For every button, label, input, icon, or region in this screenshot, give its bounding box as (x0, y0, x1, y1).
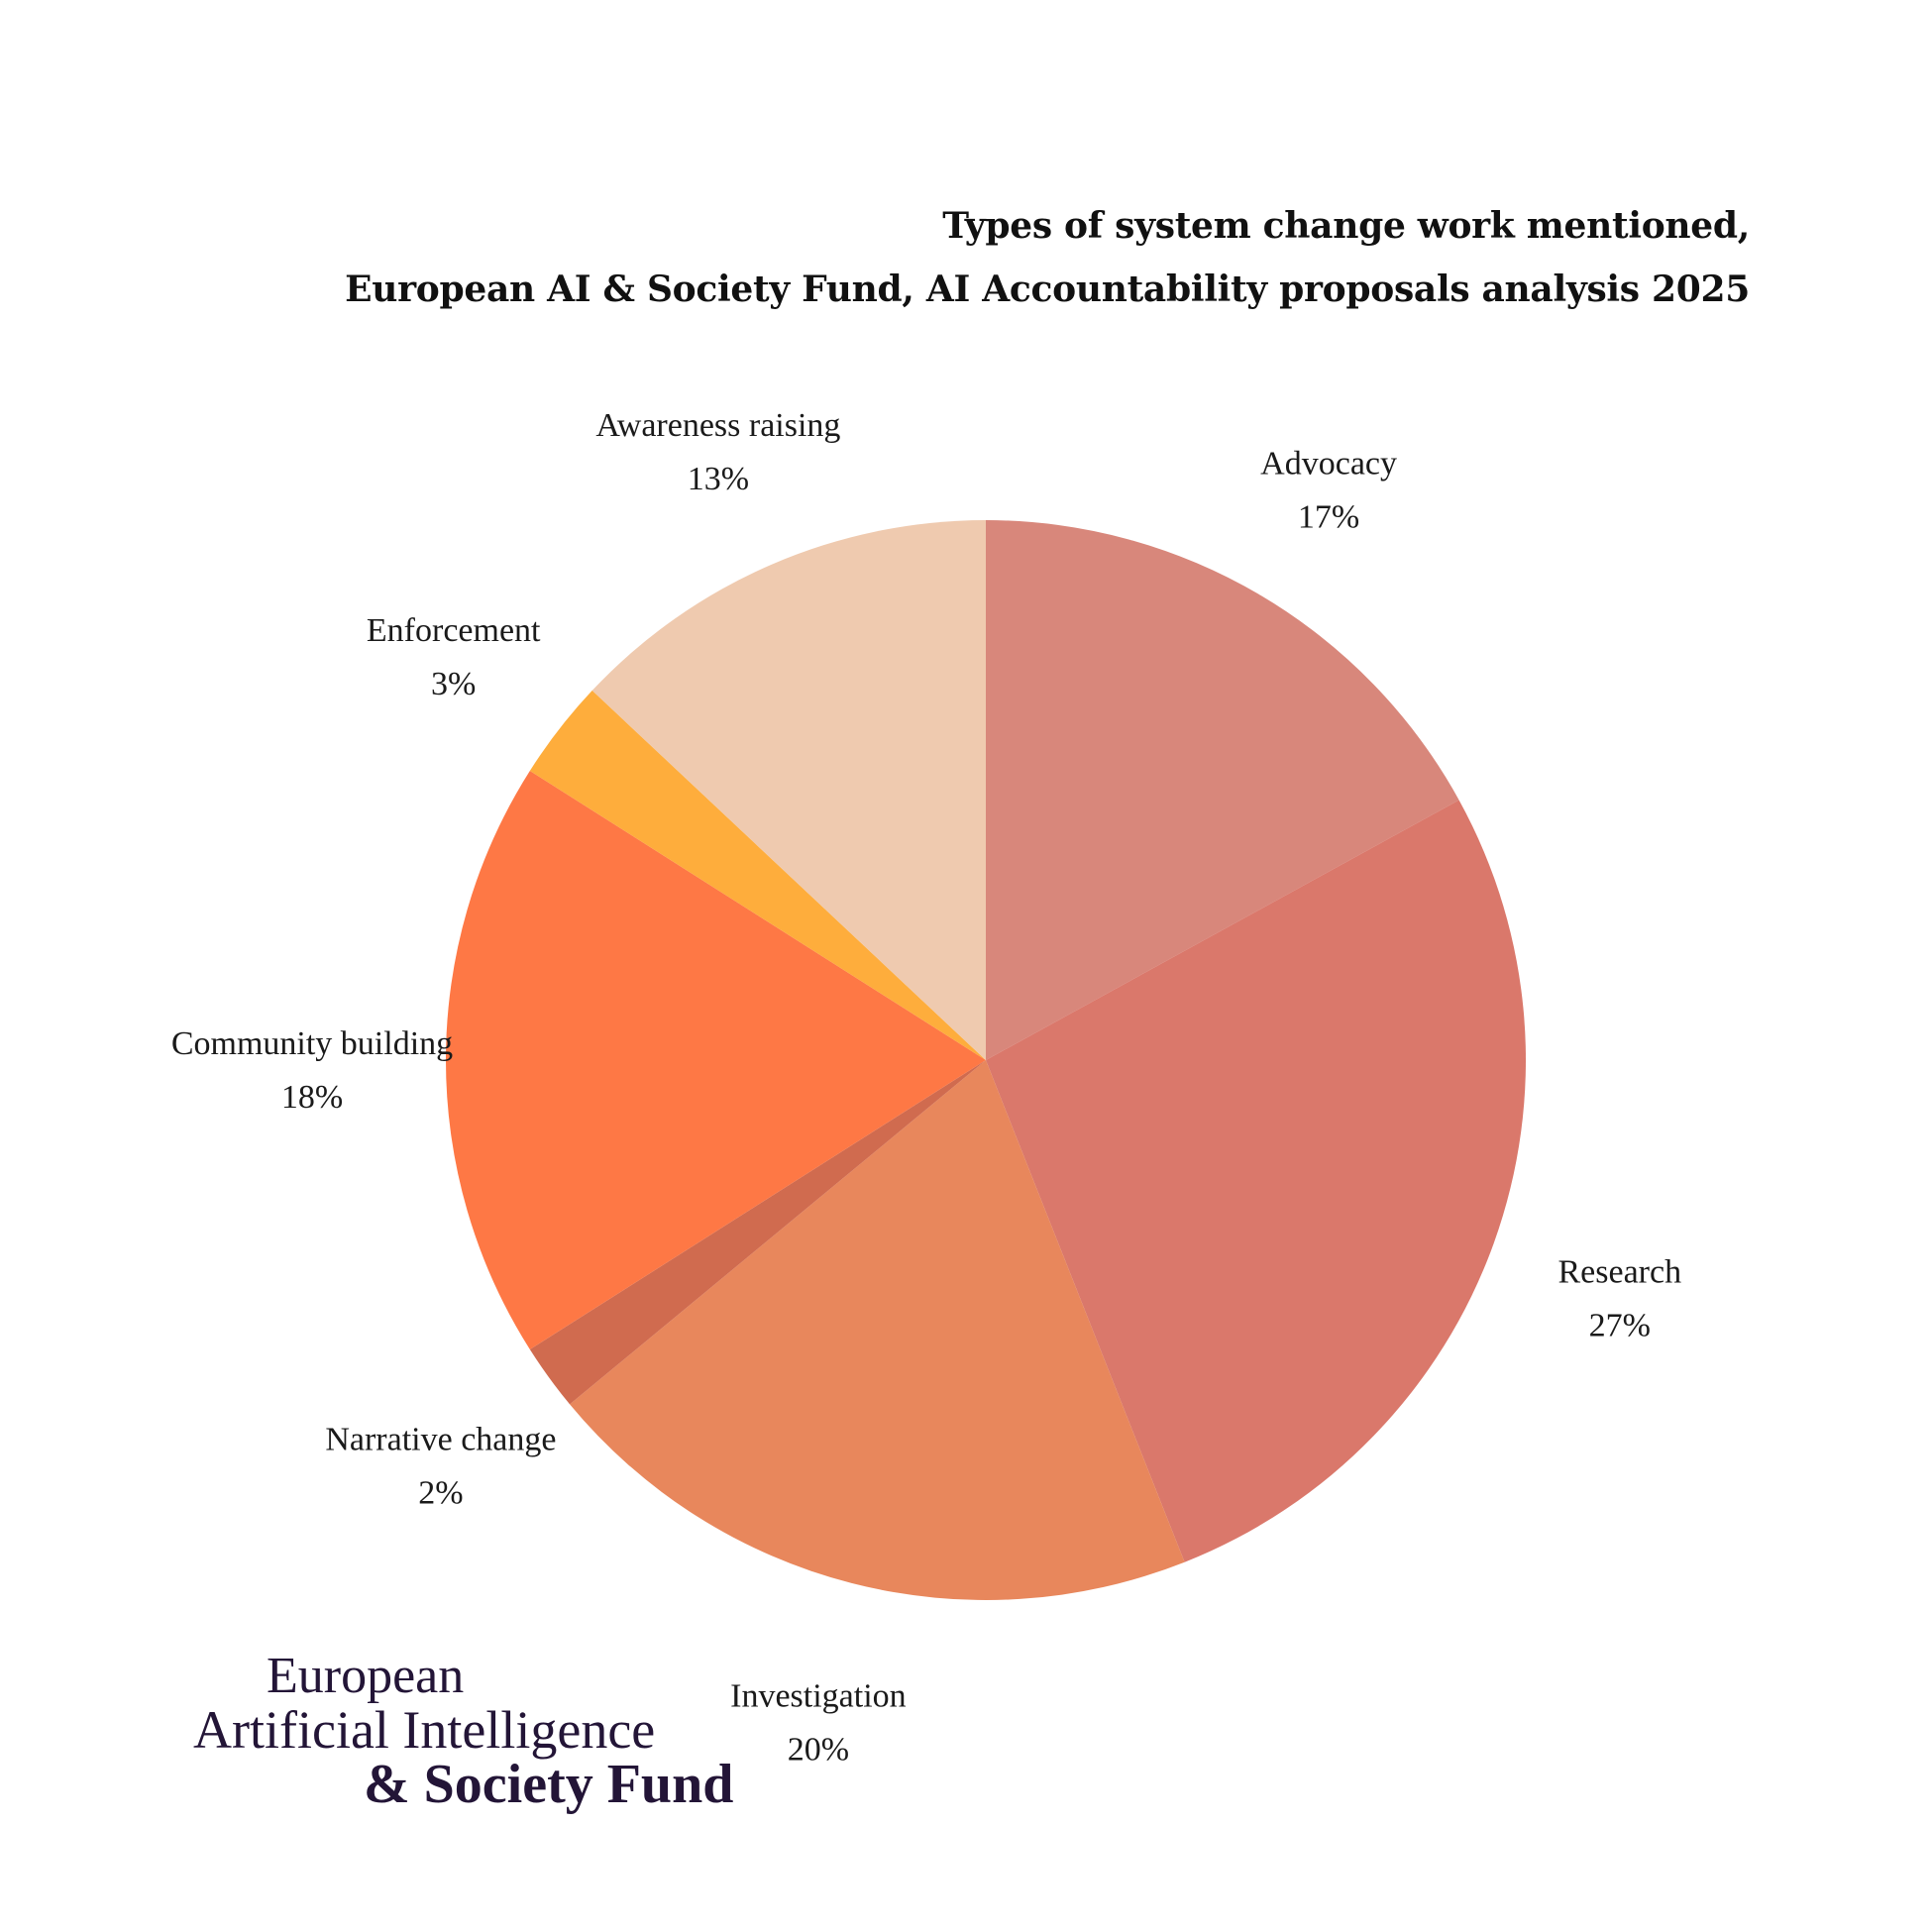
chart-title: Types of system change work mentioned, E… (164, 194, 1750, 321)
logo-line-society-fund: & Society Fund (364, 1754, 734, 1815)
slice-label-advocacy: Advocacy (1260, 446, 1397, 483)
chart-subtitle: European AI & Society Fund, AI Accountab… (345, 268, 1750, 310)
pie-slice-awareness-raising (591, 520, 986, 1060)
slice-percent-narrative-change: 2% (418, 1475, 463, 1512)
pie-slice-advocacy (986, 520, 1459, 1060)
slice-percent-research: 27% (1589, 1307, 1651, 1343)
fund-logo: European Artificial Intelligence & Socie… (193, 1649, 768, 1817)
slice-label-narrative-change: Narrative change (325, 1422, 556, 1458)
slice-percent-investigation: 20% (788, 1732, 849, 1769)
slice-percent-community-building: 18% (281, 1079, 343, 1116)
logo-line-european: European (267, 1648, 465, 1704)
slice-percent-advocacy: 17% (1298, 499, 1359, 536)
pie-slice-research (986, 800, 1527, 1562)
chart-title-line-1: Types of system change work mentioned, (942, 205, 1750, 247)
slice-label-awareness-raising: Awareness raising (595, 407, 840, 444)
slice-percent-enforcement: 3% (431, 666, 476, 702)
slice-label-community-building: Community building (171, 1025, 453, 1062)
pie-slice-community-building (445, 770, 986, 1350)
slice-label-investigation: Investigation (730, 1678, 907, 1715)
pie-slices (445, 520, 1527, 1601)
pie-slice-investigation (570, 1060, 1185, 1601)
pie-slice-enforcement (529, 690, 986, 1060)
slice-percent-awareness-raising: 13% (688, 461, 749, 497)
slice-label-enforcement: Enforcement (367, 612, 541, 649)
pie-labels: Advocacy 17% Research 27% Investigation 20% Na… (171, 407, 1681, 1769)
slice-label-research: Research (1557, 1253, 1681, 1290)
logo-line-ai: Artificial Intelligence (193, 1700, 656, 1760)
pie-slice-narrative-change (529, 1060, 986, 1405)
